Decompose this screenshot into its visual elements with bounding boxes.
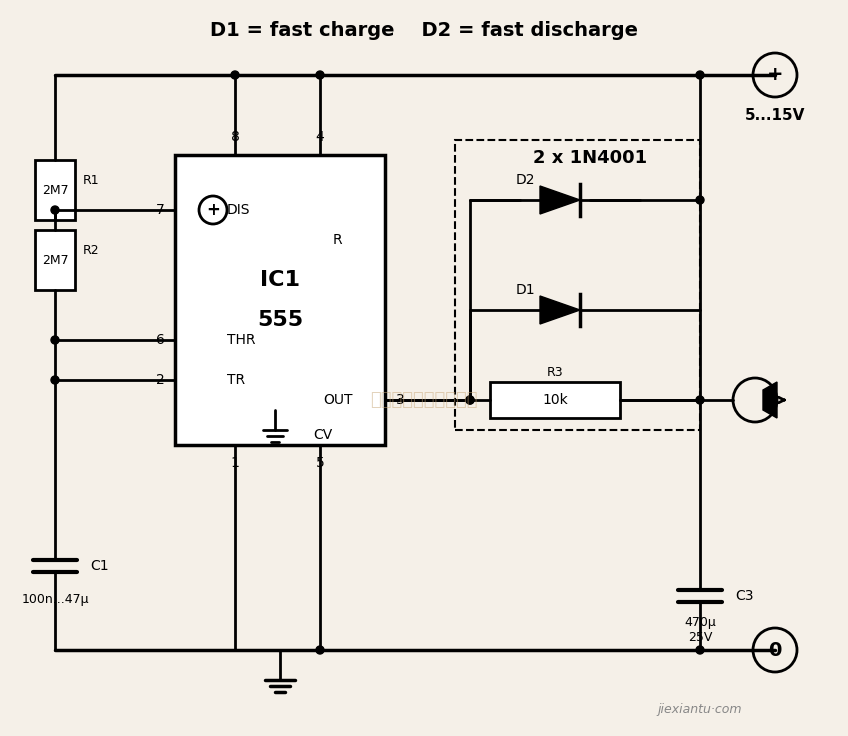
Text: IC1: IC1 <box>260 270 300 290</box>
Text: 8: 8 <box>231 130 239 144</box>
Text: 0: 0 <box>768 640 782 659</box>
Circle shape <box>466 396 474 404</box>
Circle shape <box>51 336 59 344</box>
Text: +: + <box>206 201 220 219</box>
Text: 470μ
25V: 470μ 25V <box>684 616 716 644</box>
Text: 10k: 10k <box>542 393 568 407</box>
Text: 4: 4 <box>315 130 325 144</box>
Bar <box>490 382 620 418</box>
Polygon shape <box>540 186 580 214</box>
Circle shape <box>51 206 59 214</box>
Text: 100n...47μ: 100n...47μ <box>21 593 89 606</box>
Text: 2: 2 <box>156 373 165 387</box>
Circle shape <box>316 71 324 79</box>
Polygon shape <box>763 382 777 418</box>
Text: TR: TR <box>227 373 245 387</box>
Text: 555: 555 <box>257 310 303 330</box>
Circle shape <box>696 646 704 654</box>
Text: D2: D2 <box>516 173 535 187</box>
Text: R2: R2 <box>83 244 99 257</box>
Circle shape <box>696 396 704 404</box>
Text: C3: C3 <box>735 589 754 603</box>
Circle shape <box>696 71 704 79</box>
Text: C1: C1 <box>90 559 109 573</box>
Bar <box>35 230 75 290</box>
Polygon shape <box>540 296 580 324</box>
Text: 杭州将睿科技有限公司: 杭州将睿科技有限公司 <box>371 391 477 409</box>
Text: THR: THR <box>227 333 255 347</box>
Text: jiexiantu·com: jiexiantu·com <box>658 704 742 717</box>
Text: 6: 6 <box>155 333 165 347</box>
Text: 1: 1 <box>231 456 239 470</box>
Circle shape <box>316 646 324 654</box>
Text: 3: 3 <box>396 393 404 407</box>
Text: R: R <box>333 233 343 247</box>
Text: D1: D1 <box>516 283 535 297</box>
Text: OUT: OUT <box>323 393 353 407</box>
Text: 5: 5 <box>315 456 325 470</box>
Text: 2M7: 2M7 <box>42 253 69 266</box>
Text: 7: 7 <box>156 203 165 217</box>
Bar <box>175 155 385 445</box>
Text: DIS: DIS <box>227 203 250 217</box>
Bar <box>455 140 700 430</box>
Text: R3: R3 <box>547 366 563 378</box>
Bar <box>35 160 75 220</box>
Text: D1 = fast charge    D2 = fast discharge: D1 = fast charge D2 = fast discharge <box>210 21 638 40</box>
Circle shape <box>231 71 239 79</box>
Text: 2M7: 2M7 <box>42 183 69 197</box>
Circle shape <box>466 396 474 404</box>
Text: R1: R1 <box>83 174 99 186</box>
Circle shape <box>51 376 59 384</box>
Text: 2 x 1N4001: 2 x 1N4001 <box>533 149 647 167</box>
Circle shape <box>696 196 704 204</box>
Text: +: + <box>767 66 784 85</box>
Text: CV: CV <box>313 428 332 442</box>
Text: 5...15V: 5...15V <box>745 107 806 122</box>
